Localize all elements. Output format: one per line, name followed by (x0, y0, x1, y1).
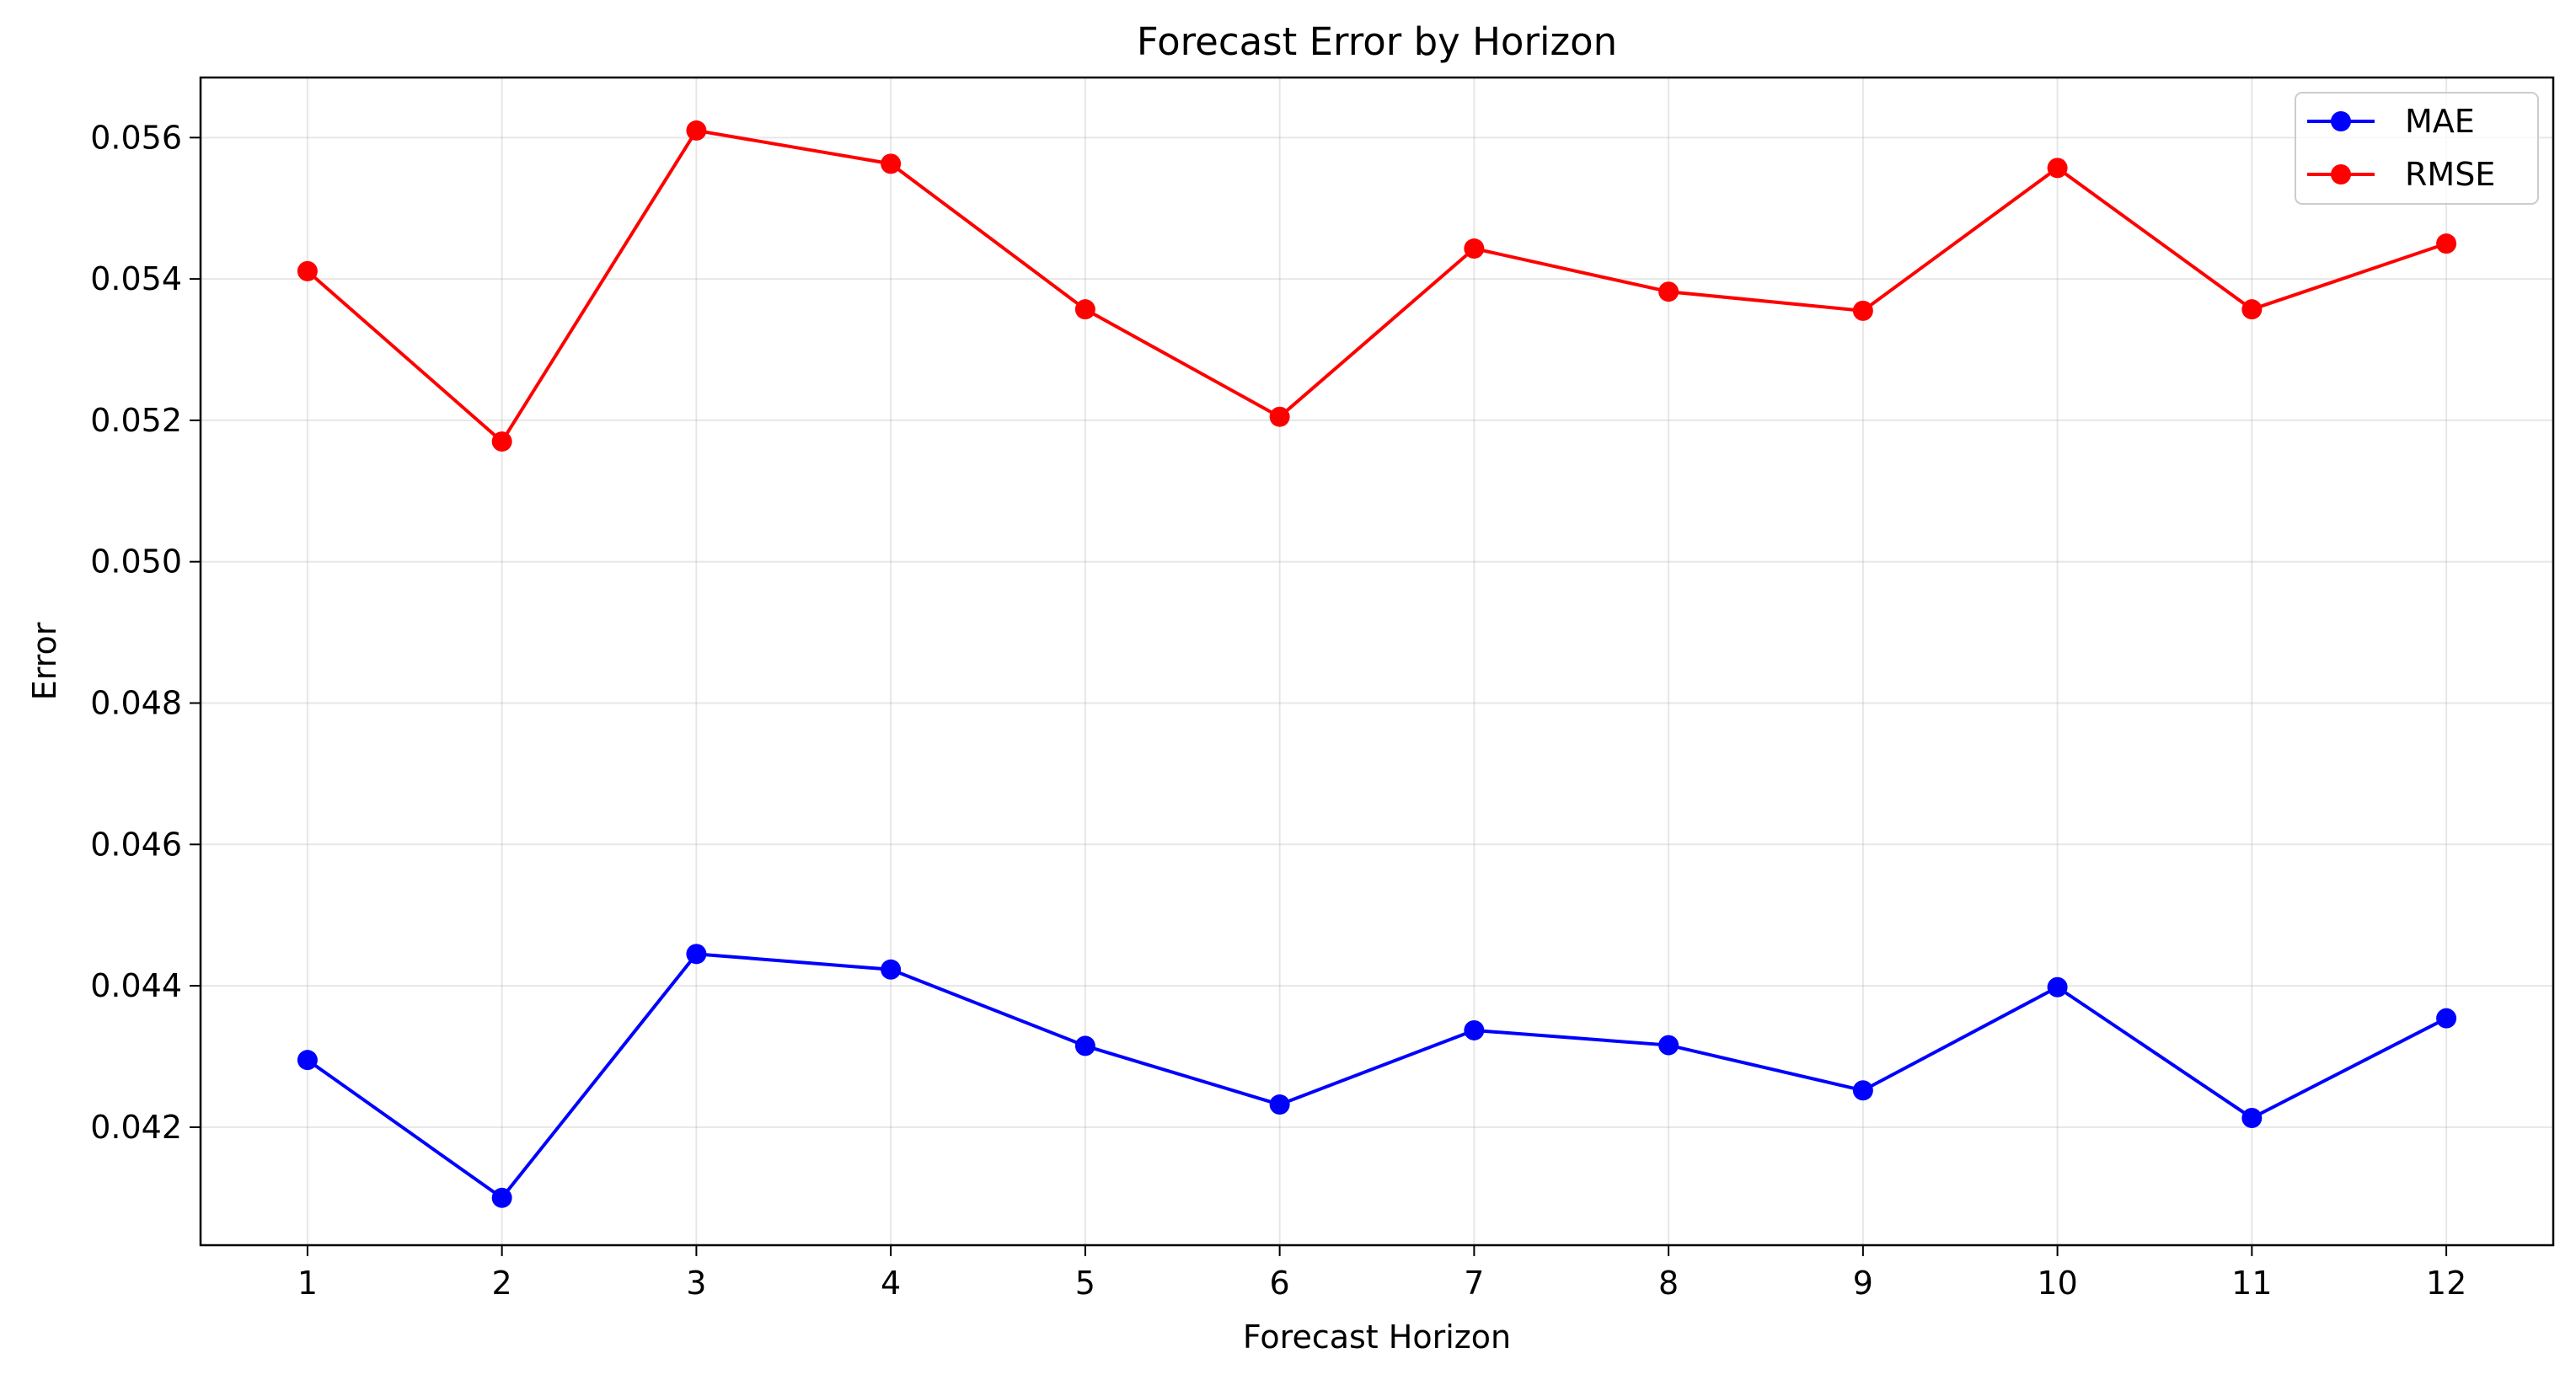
y-tick-label: 0.050 (90, 543, 182, 580)
x-tick-label: 6 (1270, 1265, 1290, 1302)
data-point-rmse (881, 153, 902, 174)
data-point-rmse (686, 120, 707, 141)
series-line-rmse (306, 128, 2447, 444)
legend-marker-rmse (2331, 164, 2351, 185)
legend-label-rmse: RMSE (2405, 156, 2495, 193)
data-point-mae (2241, 1107, 2263, 1128)
x-tick-label: 2 (492, 1265, 512, 1302)
data-point-rmse (2436, 233, 2457, 254)
data-point-rmse (2047, 158, 2068, 179)
plot-frame (199, 76, 2555, 1247)
legend: MAE RMSE (2295, 92, 2539, 205)
y-tick-label: 0.052 (90, 402, 182, 439)
data-point-mae (1658, 1035, 1679, 1056)
data-point-rmse (2241, 299, 2263, 320)
data-point-rmse (1464, 238, 1485, 259)
y-tick-label: 0.056 (90, 119, 182, 156)
y-tick-label: 0.054 (90, 260, 182, 297)
x-tick-label: 3 (686, 1265, 706, 1302)
x-tick-label: 10 (2037, 1265, 2077, 1302)
chart-title: Forecast Error by Horizon (1137, 19, 1617, 64)
data-point-mae (1464, 1019, 1485, 1040)
x-tick-label: 11 (2231, 1265, 2272, 1302)
data-point-mae (2047, 976, 2068, 998)
y-axis-label: Error (26, 622, 63, 700)
data-point-rmse (1074, 299, 1095, 320)
x-tick-label: 12 (2426, 1265, 2466, 1302)
data-point-mae (491, 1187, 512, 1208)
series-line-mae (306, 952, 2448, 1200)
x-tick-label: 9 (1853, 1265, 1873, 1302)
data-point-rmse (1852, 300, 1873, 321)
x-tick-label: 1 (297, 1265, 318, 1302)
data-point-rmse (491, 431, 512, 452)
y-tick-label: 0.042 (90, 1109, 182, 1146)
grid-layer (201, 78, 2553, 1245)
x-tick-label: 8 (1658, 1265, 1679, 1302)
y-tick-label: 0.044 (90, 967, 182, 1004)
data-point-rmse (1269, 406, 1290, 427)
data-point-mae (686, 944, 707, 965)
x-tick-label: 4 (881, 1265, 901, 1302)
data-point-mae (1074, 1035, 1095, 1056)
x-tick-label: 7 (1464, 1265, 1484, 1302)
legend-marker-mae (2331, 111, 2351, 131)
x-tick-label: 5 (1075, 1265, 1095, 1302)
data-point-mae (1269, 1094, 1290, 1115)
series-layer (297, 120, 2457, 1208)
data-point-mae (297, 1050, 318, 1071)
data-point-mae (1852, 1080, 1873, 1101)
data-point-mae (2436, 1008, 2457, 1029)
legend-label-mae: MAE (2405, 103, 2475, 140)
data-point-mae (881, 959, 902, 980)
axis-layer: 1 2 3 4 5 6 7 8 9 10 11 120.0420.0440.0460.0480.050… (90, 119, 2466, 1302)
x-axis-label: Forecast Horizon (1243, 1318, 1511, 1356)
data-point-rmse (1658, 281, 1679, 302)
data-point-rmse (297, 260, 318, 281)
y-tick-label: 0.048 (90, 685, 182, 722)
y-tick-label: 0.046 (90, 826, 182, 863)
